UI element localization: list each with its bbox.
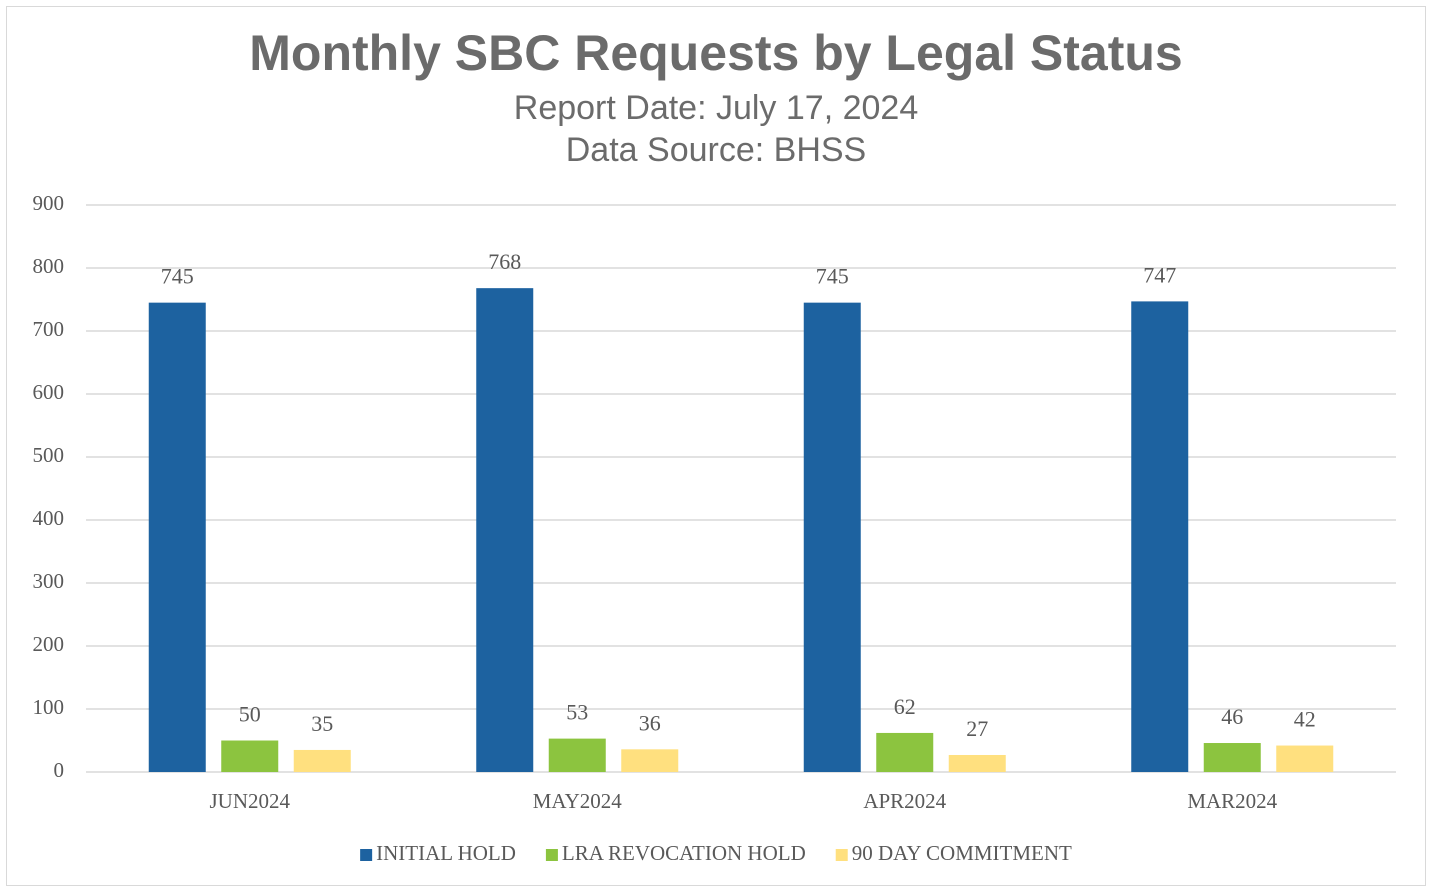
y-tick-label: 500 (33, 443, 65, 467)
data-label: 745 (161, 264, 194, 289)
bar (548, 738, 606, 772)
bar (1276, 745, 1334, 772)
data-label: 53 (566, 700, 588, 725)
y-tick-label: 300 (33, 569, 65, 593)
chart-title: Monthly SBC Requests by Legal Status (249, 25, 1182, 81)
legend-swatch (835, 849, 848, 861)
bar (621, 749, 679, 772)
data-label: 27 (966, 716, 988, 741)
x-tick-label: JUN2024 (209, 789, 290, 813)
data-label: 36 (639, 710, 661, 735)
x-tick-label: APR2024 (863, 789, 946, 813)
legend-label: INITIAL HOLD (376, 841, 516, 865)
y-tick-label: 200 (33, 632, 65, 656)
bar (1203, 743, 1261, 772)
data-label: 46 (1221, 704, 1243, 729)
bar (476, 288, 534, 772)
data-label: 35 (311, 711, 333, 736)
bar (221, 740, 279, 772)
y-tick-label: 800 (33, 254, 65, 278)
bar (148, 302, 206, 772)
x-tick-label: MAR2024 (1187, 789, 1277, 813)
y-tick-label: 100 (33, 695, 65, 719)
bar (1131, 301, 1189, 772)
chart-border (6, 6, 1426, 886)
bar (876, 732, 934, 772)
legend-label: LRA REVOCATION HOLD (562, 841, 806, 865)
legend-swatch (545, 849, 558, 861)
data-label: 745 (816, 264, 849, 289)
y-tick-label: 0 (54, 758, 65, 782)
legend-label: 90 DAY COMMITMENT (852, 841, 1072, 865)
y-tick-label: 600 (33, 380, 65, 404)
data-label: 768 (488, 249, 521, 274)
data-label: 50 (239, 702, 261, 727)
data-label: 62 (894, 694, 916, 719)
bar (948, 754, 1006, 772)
data-label: 42 (1294, 707, 1316, 732)
bar (293, 749, 351, 772)
y-tick-label: 700 (33, 317, 65, 341)
data-label: 747 (1143, 262, 1176, 287)
y-tick-label: 400 (33, 506, 65, 530)
chart-subtitle: Data Source: BHSS (566, 131, 866, 169)
y-tick-label: 900 (33, 191, 65, 215)
bar (803, 302, 861, 772)
legend-swatch (360, 849, 373, 861)
chart-subtitle: Report Date: July 17, 2024 (514, 89, 918, 127)
x-tick-label: MAY2024 (533, 789, 623, 813)
